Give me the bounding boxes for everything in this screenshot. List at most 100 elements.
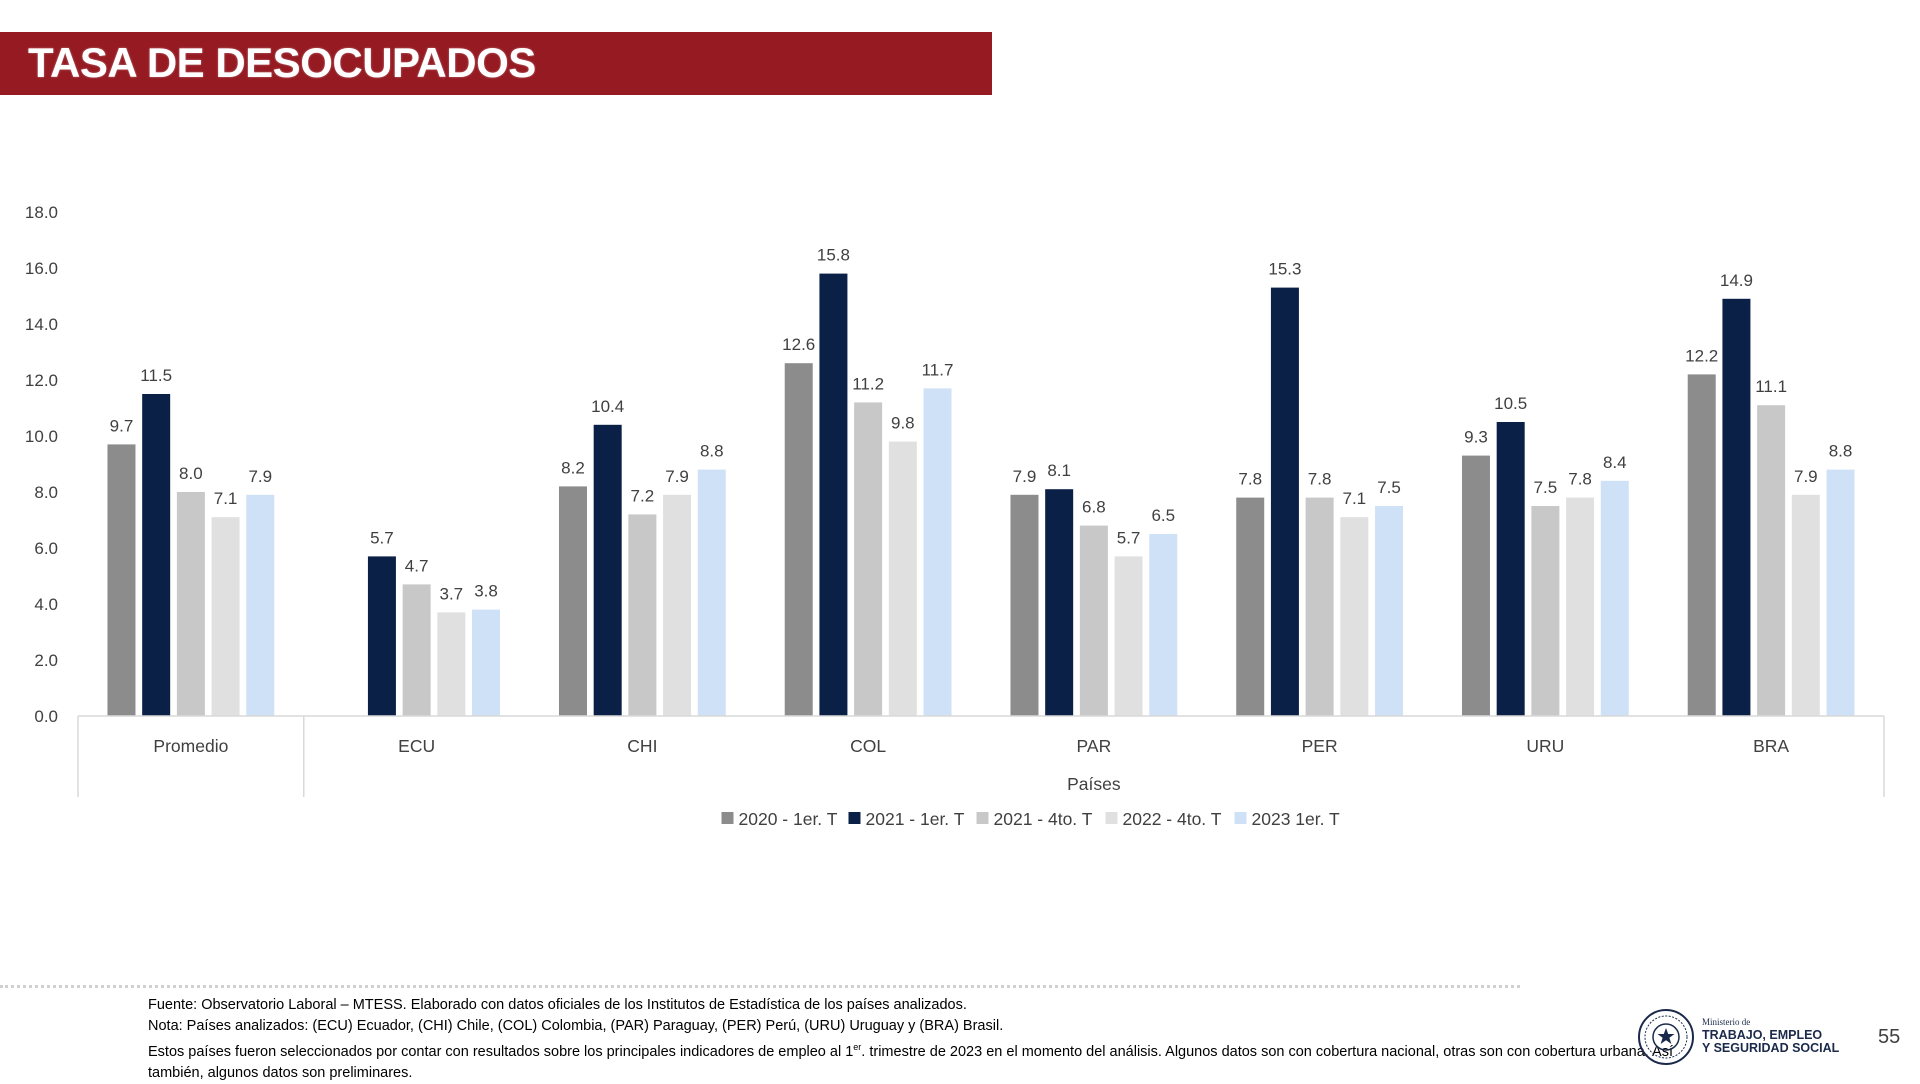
- data-label: 14.9: [1720, 271, 1753, 290]
- bar: [437, 612, 466, 716]
- bar: [854, 402, 883, 716]
- data-label: 8.0: [179, 464, 203, 483]
- legend-swatch: [848, 812, 861, 824]
- y-tick-label: 6.0: [34, 539, 58, 558]
- bar: [1236, 497, 1265, 716]
- bar: [1079, 525, 1108, 716]
- bar: [1600, 480, 1629, 716]
- y-tick-label: 10.0: [25, 427, 58, 446]
- footer-divider: [0, 985, 1520, 988]
- bar: [1010, 494, 1039, 716]
- y-tick-label: 16.0: [25, 259, 58, 278]
- bar: [819, 273, 848, 716]
- bar: [1375, 506, 1404, 716]
- bar: [211, 517, 240, 716]
- bar: [593, 424, 622, 716]
- legend-label: 2020 - 1er. T: [739, 809, 838, 829]
- data-label: 7.8: [1308, 470, 1332, 489]
- bar: [142, 394, 171, 716]
- y-tick-label: 18.0: [25, 203, 58, 222]
- bar: [472, 609, 501, 716]
- bar: [107, 444, 136, 716]
- x-tick-label: PER: [1302, 736, 1338, 756]
- bar: [1045, 489, 1074, 716]
- x-axis-title: Países: [1067, 774, 1121, 794]
- data-label: 3.7: [440, 584, 464, 603]
- data-label: 8.4: [1603, 453, 1627, 472]
- data-label: 15.8: [817, 246, 850, 265]
- data-label: 11.7: [922, 360, 954, 379]
- y-tick-label: 12.0: [25, 371, 58, 390]
- y-tick-label: 4.0: [34, 595, 58, 614]
- y-tick-label: 0.0: [34, 707, 58, 726]
- selection-note: Estos países fueron seleccionados por co…: [148, 1042, 1673, 1081]
- data-label: 7.1: [214, 489, 238, 508]
- data-label: 9.3: [1464, 428, 1488, 447]
- data-label: 8.8: [1829, 442, 1853, 461]
- data-label: 4.7: [405, 556, 429, 575]
- ministry-prefix: Ministerio de: [1702, 1017, 1751, 1027]
- data-label: 7.2: [631, 486, 655, 505]
- bar: [888, 441, 917, 716]
- data-label: 11.5: [140, 366, 172, 385]
- bar: [1791, 494, 1820, 716]
- data-label: 9.8: [891, 414, 915, 433]
- bar: [1114, 556, 1143, 716]
- bar: [246, 494, 275, 716]
- bar: [1340, 517, 1369, 716]
- data-label: 6.5: [1151, 506, 1175, 525]
- legend-label: 2021 - 4to. T: [994, 809, 1093, 829]
- data-label: 7.8: [1568, 470, 1592, 489]
- y-tick-label: 14.0: [25, 315, 58, 334]
- bar: [1722, 298, 1751, 716]
- legend-label: 2021 - 1er. T: [866, 809, 965, 829]
- bar: [628, 514, 657, 716]
- bar: [367, 556, 396, 716]
- data-label: 15.3: [1268, 260, 1301, 279]
- source-note: Fuente: Observatorio Laboral – MTESS. El…: [148, 997, 967, 1013]
- bar: [1270, 287, 1299, 716]
- bar: [1149, 534, 1178, 716]
- data-label: 7.5: [1377, 478, 1401, 497]
- data-label: 7.5: [1534, 478, 1558, 497]
- data-label: 7.9: [1794, 467, 1818, 486]
- data-label: 12.2: [1685, 346, 1718, 365]
- data-label: 5.7: [370, 528, 394, 547]
- bar: [1531, 506, 1560, 716]
- data-label: 11.1: [1755, 377, 1787, 396]
- data-label: 3.8: [474, 582, 498, 601]
- data-label: 7.9: [248, 467, 272, 486]
- y-tick-label: 2.0: [34, 651, 58, 670]
- legend-label: 2022 - 4to. T: [1123, 809, 1222, 829]
- data-label: 5.7: [1117, 528, 1141, 547]
- page-number: 55: [1878, 1026, 1901, 1048]
- ordinal-superscript: er: [853, 1042, 862, 1052]
- legend-swatch: [976, 812, 989, 824]
- bar: [784, 363, 813, 716]
- data-label: 6.8: [1082, 498, 1106, 517]
- data-label: 12.6: [782, 335, 815, 354]
- data-label: 7.8: [1238, 470, 1262, 489]
- bar: [402, 584, 431, 716]
- bar-chart: 0.0 2.0 4.0 6.0 8.0 10.0 12.0 14.0 16.0 18.0 9.7 11…: [25, 203, 1885, 829]
- page-title: TASA DE DESOCUPADOS: [28, 39, 536, 86]
- x-tick-label: PAR: [1077, 736, 1112, 756]
- data-label: 9.7: [110, 416, 134, 435]
- bar: [1826, 469, 1855, 716]
- legend-swatch: [721, 812, 734, 824]
- data-label: 10.5: [1494, 394, 1527, 413]
- bar: [1461, 455, 1490, 716]
- x-tick-label: URU: [1526, 736, 1564, 756]
- data-label: 8.8: [700, 442, 724, 461]
- footer-notes: Fuente: Observatorio Laboral – MTESS. El…: [148, 995, 1708, 1084]
- legend-swatch: [1105, 812, 1118, 824]
- data-label: 11.2: [852, 374, 884, 393]
- ministry-logo: Ministerio de TRABAJO, EMPLEO Y SEGURIDA…: [1636, 1007, 1866, 1069]
- bar: [1757, 405, 1786, 716]
- title-banner: TASA DE DESOCUPADOS: [0, 32, 992, 95]
- legend-label: 2023 1er. T: [1252, 809, 1341, 829]
- bar: [923, 388, 952, 716]
- y-tick-label: 8.0: [34, 483, 58, 502]
- data-label: 7.9: [1013, 467, 1037, 486]
- bar: [697, 469, 726, 716]
